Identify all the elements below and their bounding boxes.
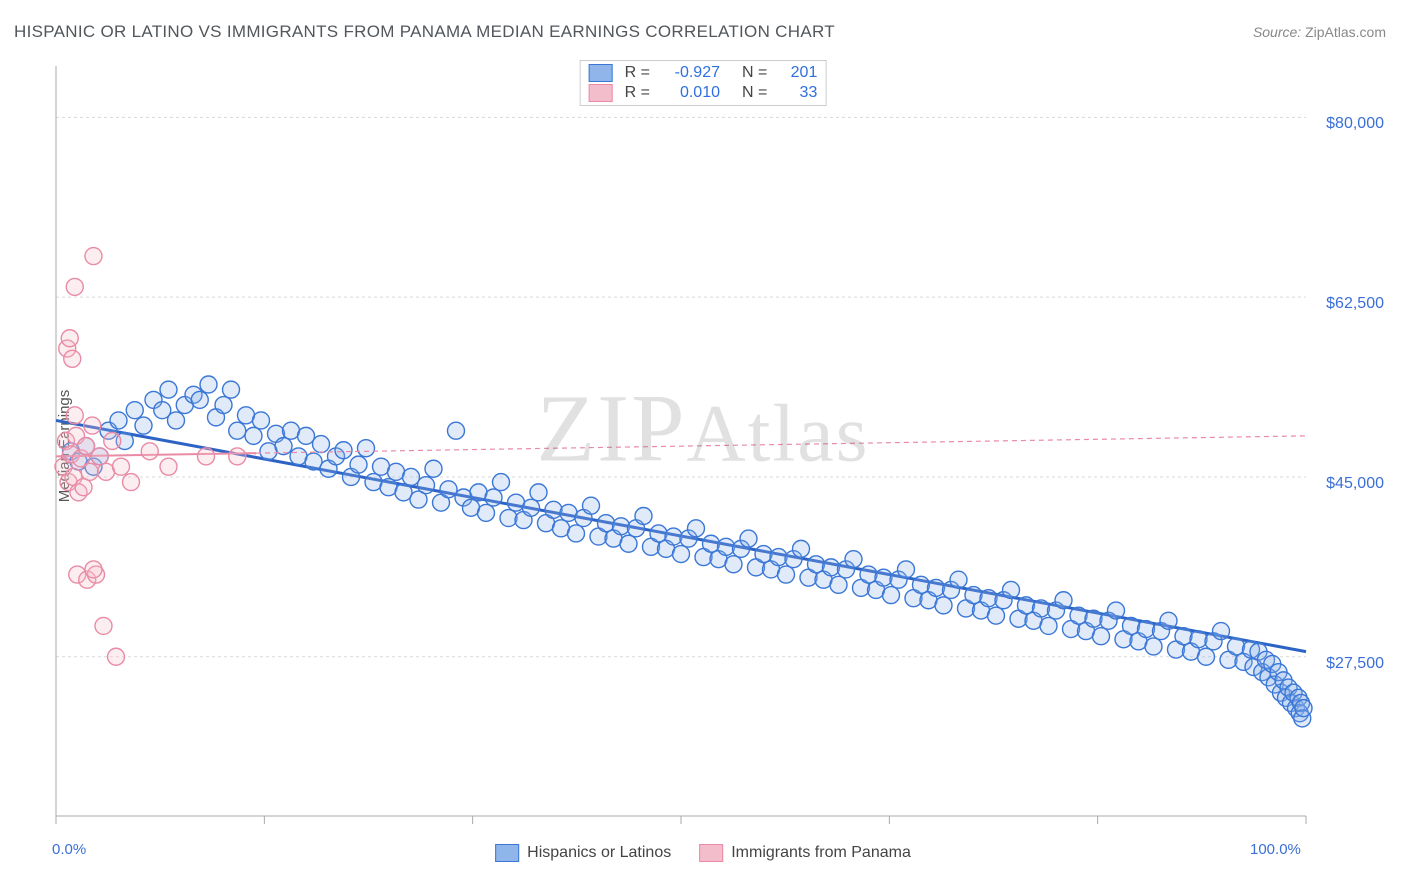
swatch-pink (589, 84, 613, 102)
x-tick-label: 0.0% (52, 841, 86, 858)
legend-series: Hispanics or Latinos Immigrants from Pan… (495, 844, 911, 862)
source-value: ZipAtlas.com (1305, 24, 1386, 40)
r-label: R = (625, 64, 650, 82)
legend-correlation-box: R = -0.927 N = 201 R = 0.010 N = 33 (580, 60, 827, 106)
swatch-blue (495, 844, 519, 862)
swatch-pink (699, 844, 723, 862)
n-label: N = (742, 84, 767, 102)
n-value-blue: 201 (777, 64, 817, 82)
legend-label-blue: Hispanics or Latinos (527, 844, 671, 862)
legend-item-pink: Immigrants from Panama (699, 844, 911, 862)
source-attribution: Source: ZipAtlas.com (1253, 24, 1386, 40)
n-label: N = (742, 64, 767, 82)
legend-row-pink: R = 0.010 N = 33 (589, 83, 818, 103)
source-label: Source: (1253, 24, 1301, 40)
x-tick-label: 100.0% (1250, 841, 1301, 858)
legend-row-blue: R = -0.927 N = 201 (589, 63, 818, 83)
chart-title: HISPANIC OR LATINO VS IMMIGRANTS FROM PA… (14, 22, 835, 42)
swatch-blue (589, 64, 613, 82)
r-value-blue: -0.927 (660, 64, 720, 82)
scatter-plot (46, 56, 1354, 826)
r-value-pink: 0.010 (660, 84, 720, 102)
r-label: R = (625, 84, 650, 102)
legend-item-blue: Hispanics or Latinos (495, 844, 671, 862)
n-value-pink: 33 (777, 84, 817, 102)
legend-label-pink: Immigrants from Panama (731, 844, 911, 862)
